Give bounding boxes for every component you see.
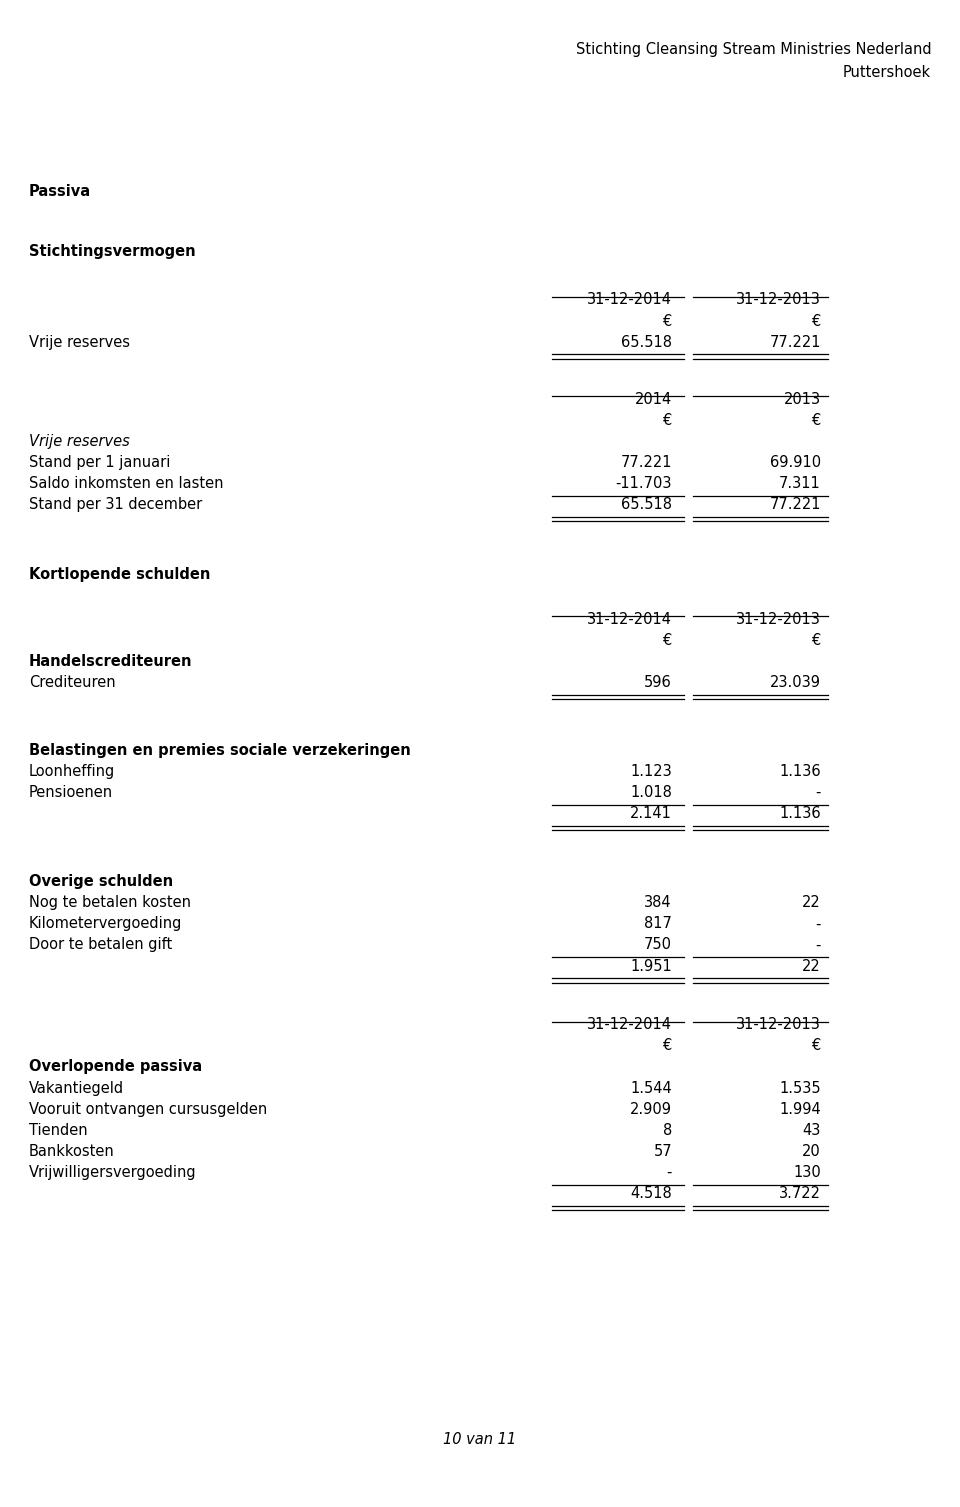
- Text: 384: 384: [644, 895, 672, 910]
- Text: 1.994: 1.994: [780, 1102, 821, 1117]
- Text: Stand per 31 december: Stand per 31 december: [29, 497, 202, 512]
- Text: -: -: [815, 916, 821, 931]
- Text: Belastingen en premies sociale verzekeringen: Belastingen en premies sociale verzekeri…: [29, 743, 411, 758]
- Text: 43: 43: [803, 1123, 821, 1138]
- Text: Crediteuren: Crediteuren: [29, 675, 115, 690]
- Text: 65.518: 65.518: [621, 335, 672, 350]
- Text: €: €: [662, 633, 672, 648]
- Text: 77.221: 77.221: [769, 497, 821, 512]
- Text: 1.544: 1.544: [631, 1081, 672, 1096]
- Text: Vooruit ontvangen cursusgelden: Vooruit ontvangen cursusgelden: [29, 1102, 267, 1117]
- Text: Kilometervergoeding: Kilometervergoeding: [29, 916, 182, 931]
- Text: Vrije reserves: Vrije reserves: [29, 434, 130, 449]
- Text: 1.535: 1.535: [780, 1081, 821, 1096]
- Text: Passiva: Passiva: [29, 184, 91, 199]
- Text: 7.311: 7.311: [780, 476, 821, 491]
- Text: 2.141: 2.141: [630, 806, 672, 821]
- Text: 1.951: 1.951: [631, 958, 672, 974]
- Text: 817: 817: [644, 916, 672, 931]
- Text: Stichting Cleansing Stream Ministries Nederland: Stichting Cleansing Stream Ministries Ne…: [576, 42, 931, 57]
- Text: 2013: 2013: [783, 392, 821, 407]
- Text: €: €: [662, 313, 672, 329]
- Text: 22: 22: [802, 958, 821, 974]
- Text: 57: 57: [654, 1144, 672, 1159]
- Text: 1.018: 1.018: [630, 785, 672, 800]
- Text: -: -: [815, 785, 821, 800]
- Text: 31-12-2013: 31-12-2013: [736, 1017, 821, 1032]
- Text: 20: 20: [802, 1144, 821, 1159]
- Text: 77.221: 77.221: [769, 335, 821, 350]
- Text: Vrije reserves: Vrije reserves: [29, 335, 130, 350]
- Text: 22: 22: [802, 895, 821, 910]
- Text: 23.039: 23.039: [770, 675, 821, 690]
- Text: 750: 750: [644, 937, 672, 952]
- Text: Kortlopende schulden: Kortlopende schulden: [29, 567, 210, 582]
- Text: Loonheffing: Loonheffing: [29, 764, 115, 779]
- Text: 1.136: 1.136: [780, 806, 821, 821]
- Text: -: -: [666, 1165, 672, 1180]
- Text: €: €: [811, 1038, 821, 1053]
- Text: Tienden: Tienden: [29, 1123, 87, 1138]
- Text: Stand per 1 januari: Stand per 1 januari: [29, 455, 170, 470]
- Text: Handelscrediteuren: Handelscrediteuren: [29, 654, 192, 669]
- Text: €: €: [662, 413, 672, 428]
- Text: 130: 130: [793, 1165, 821, 1180]
- Text: 1.136: 1.136: [780, 764, 821, 779]
- Text: 31-12-2014: 31-12-2014: [587, 1017, 672, 1032]
- Text: -: -: [815, 937, 821, 952]
- Text: 8: 8: [662, 1123, 672, 1138]
- Text: 1.123: 1.123: [631, 764, 672, 779]
- Text: 65.518: 65.518: [621, 497, 672, 512]
- Text: 4.518: 4.518: [631, 1186, 672, 1201]
- Text: 31-12-2014: 31-12-2014: [587, 292, 672, 307]
- Text: Pensioenen: Pensioenen: [29, 785, 113, 800]
- Text: Puttershoek: Puttershoek: [843, 65, 931, 80]
- Text: Stichtingsvermogen: Stichtingsvermogen: [29, 244, 196, 259]
- Text: Bankkosten: Bankkosten: [29, 1144, 114, 1159]
- Text: €: €: [811, 633, 821, 648]
- Text: 31-12-2013: 31-12-2013: [736, 292, 821, 307]
- Text: 3.722: 3.722: [779, 1186, 821, 1201]
- Text: 77.221: 77.221: [620, 455, 672, 470]
- Text: 10 van 11: 10 van 11: [444, 1432, 516, 1447]
- Text: 2014: 2014: [635, 392, 672, 407]
- Text: €: €: [662, 1038, 672, 1053]
- Text: 596: 596: [644, 675, 672, 690]
- Text: Door te betalen gift: Door te betalen gift: [29, 937, 172, 952]
- Text: Vrijwilligersvergoeding: Vrijwilligersvergoeding: [29, 1165, 197, 1180]
- Text: Nog te betalen kosten: Nog te betalen kosten: [29, 895, 191, 910]
- Text: €: €: [811, 313, 821, 329]
- Text: 31-12-2013: 31-12-2013: [736, 612, 821, 627]
- Text: -11.703: -11.703: [615, 476, 672, 491]
- Text: €: €: [811, 413, 821, 428]
- Text: 2.909: 2.909: [630, 1102, 672, 1117]
- Text: Overlopende passiva: Overlopende passiva: [29, 1059, 202, 1074]
- Text: Vakantiegeld: Vakantiegeld: [29, 1081, 124, 1096]
- Text: 31-12-2014: 31-12-2014: [587, 612, 672, 627]
- Text: Overige schulden: Overige schulden: [29, 874, 173, 889]
- Text: Saldo inkomsten en lasten: Saldo inkomsten en lasten: [29, 476, 224, 491]
- Text: 69.910: 69.910: [770, 455, 821, 470]
